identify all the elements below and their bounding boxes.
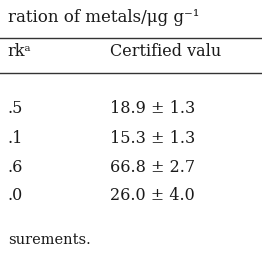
Text: 26.0 ± 4.0: 26.0 ± 4.0 — [110, 187, 195, 204]
Text: .5: .5 — [8, 100, 23, 117]
Text: 66.8 ± 2.7: 66.8 ± 2.7 — [110, 159, 195, 176]
Text: ration of metals/μg g⁻¹: ration of metals/μg g⁻¹ — [8, 9, 199, 26]
Text: .6: .6 — [8, 159, 23, 176]
Text: rkᵃ: rkᵃ — [8, 43, 31, 60]
Text: Certified valu: Certified valu — [110, 43, 221, 60]
Text: surements.: surements. — [8, 233, 91, 247]
Text: 18.9 ± 1.3: 18.9 ± 1.3 — [110, 100, 195, 117]
Text: .1: .1 — [8, 130, 23, 147]
Text: 15.3 ± 1.3: 15.3 ± 1.3 — [110, 130, 195, 147]
Text: .0: .0 — [8, 187, 23, 204]
